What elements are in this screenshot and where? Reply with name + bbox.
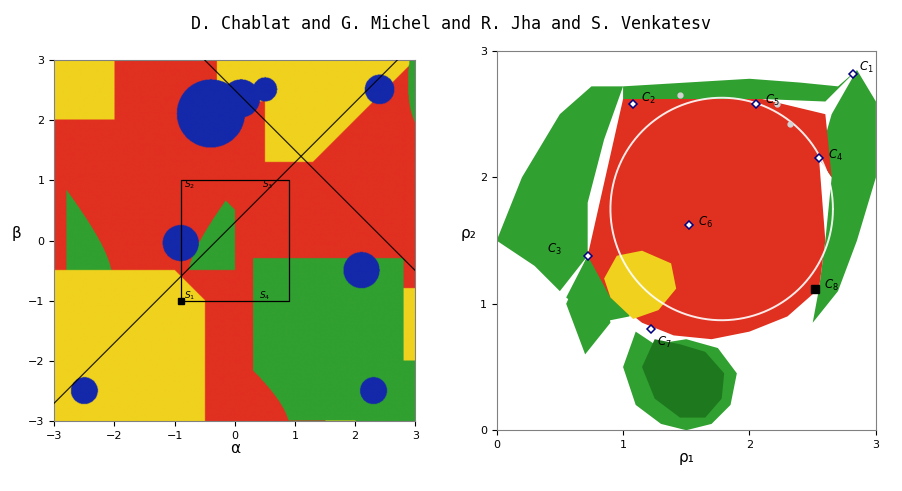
Text: $S_4$: $S_4$ [259,290,270,302]
Polygon shape [566,256,635,323]
Polygon shape [496,86,622,291]
Y-axis label: ρ₂: ρ₂ [460,225,476,241]
Y-axis label: β: β [12,225,22,241]
X-axis label: α: α [229,441,240,456]
Polygon shape [622,331,736,430]
Text: D. Chablat and G. Michel and R. Jha and S. Venkatesv: D. Chablat and G. Michel and R. Jha and … [191,15,711,33]
Text: $C_{1}$: $C_{1}$ [859,60,873,75]
Text: $S_3$: $S_3$ [262,179,272,191]
Text: $C_{4}$: $C_{4}$ [827,147,842,163]
Text: $S_1$: $S_1$ [183,290,195,302]
X-axis label: ρ₁: ρ₁ [677,450,694,465]
Polygon shape [622,70,856,102]
Polygon shape [566,256,610,355]
Polygon shape [641,339,723,417]
Polygon shape [587,99,831,339]
Text: $C_{8}$: $C_{8}$ [824,277,838,293]
Text: $C_{5}$: $C_{5}$ [764,93,778,108]
Text: $C_{2}$: $C_{2}$ [640,90,655,106]
Text: $C_{3}$: $C_{3}$ [547,242,561,257]
Text: $C_{6}$: $C_{6}$ [697,215,712,229]
Text: $S_2$: $S_2$ [183,179,195,191]
Text: $C_{7}$: $C_{7}$ [657,334,671,350]
Polygon shape [603,251,676,319]
Polygon shape [812,70,875,323]
